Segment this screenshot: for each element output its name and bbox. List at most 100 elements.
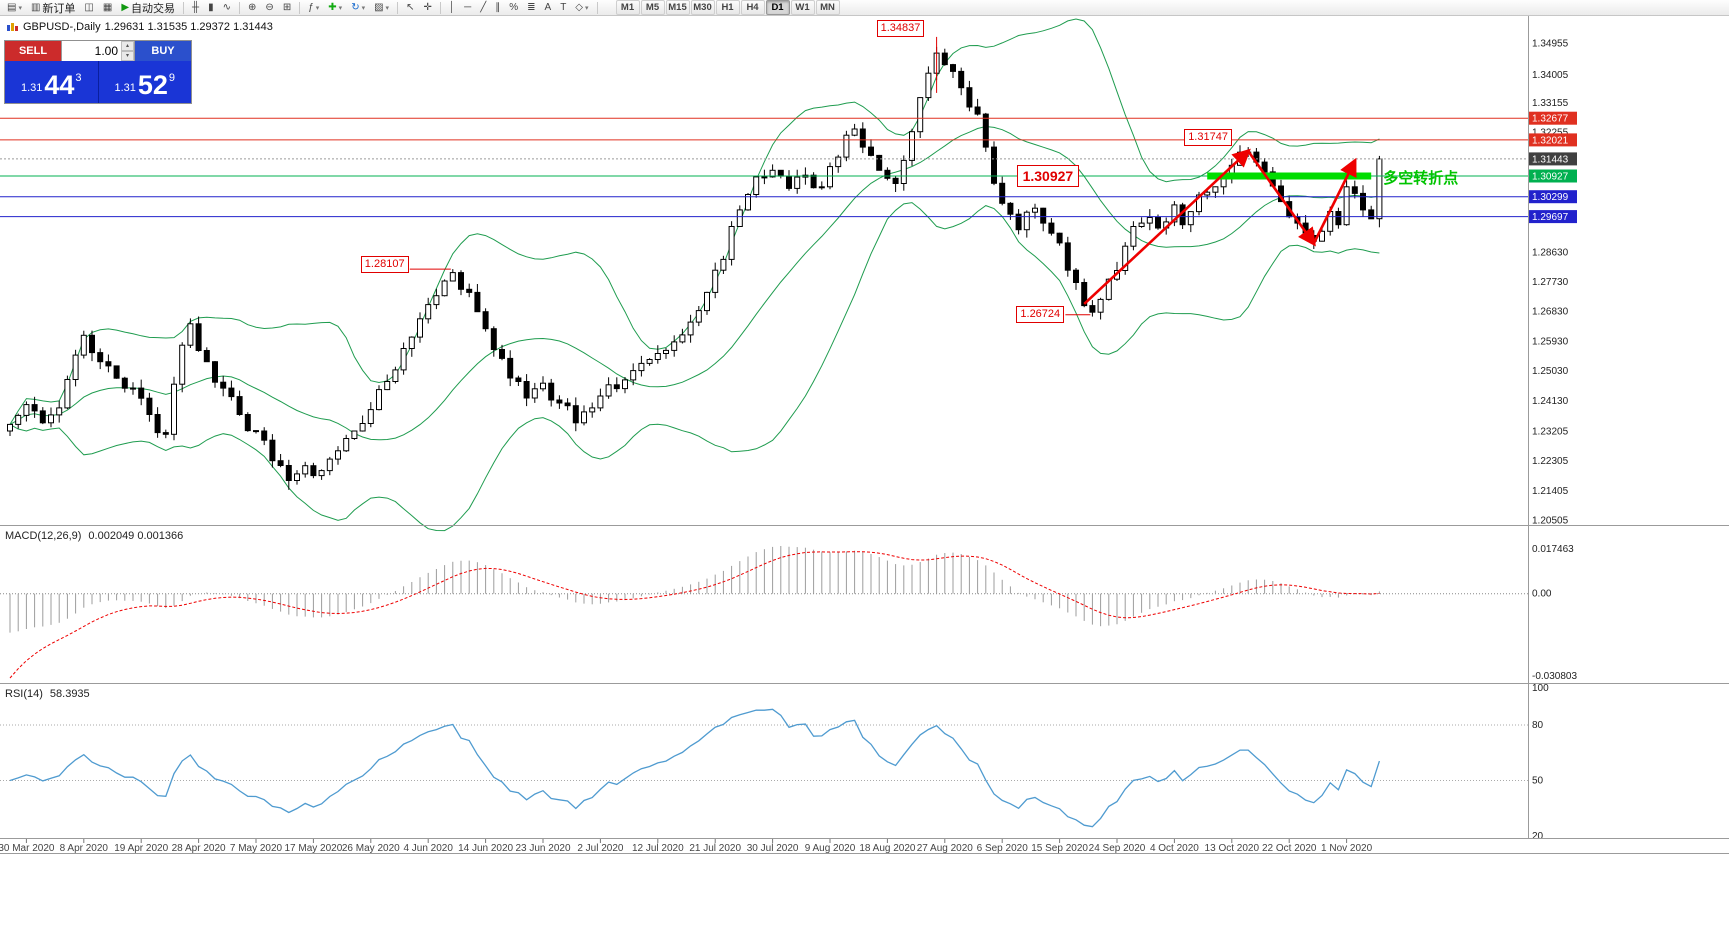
note-text[interactable]: 多空转折点 bbox=[1383, 170, 1459, 187]
svg-text:26 May 2020: 26 May 2020 bbox=[342, 843, 400, 854]
svg-text:30 Mar 2020: 30 Mar 2020 bbox=[0, 843, 55, 854]
price-annotation-1-28107[interactable]: 1.28107 bbox=[360, 256, 409, 274]
svg-text:-0.030803: -0.030803 bbox=[1532, 671, 1577, 682]
timeframe-mn-button[interactable]: MN bbox=[815, 0, 840, 15]
svg-text:1.21405: 1.21405 bbox=[1532, 486, 1569, 497]
arrows-tool-button[interactable]: ◇ ▾ bbox=[571, 0, 592, 16]
svg-text:7 May 2020: 7 May 2020 bbox=[230, 843, 283, 854]
buy-price-sup: 9 bbox=[168, 72, 176, 84]
svg-text:4 Oct 2020: 4 Oct 2020 bbox=[1150, 843, 1199, 854]
timeframe-d1-button[interactable]: D1 bbox=[765, 0, 790, 15]
new-order-button[interactable]: ▥ 新订单 bbox=[27, 0, 79, 16]
buy-price-big: 52 bbox=[137, 70, 168, 100]
price-annotation-1-31747[interactable]: 1.31747 bbox=[1184, 128, 1232, 146]
sell-price-display[interactable]: 1.31 44 3 bbox=[5, 61, 98, 103]
svg-text:1.32021: 1.32021 bbox=[1532, 135, 1569, 146]
chart-icon bbox=[7, 22, 18, 31]
buy-price-display[interactable]: 1.31 52 9 bbox=[97, 61, 192, 103]
horizontal-line-tool-button[interactable]: ─ bbox=[460, 0, 475, 16]
svg-text:4 Jun 2020: 4 Jun 2020 bbox=[403, 843, 453, 854]
volume-down-button[interactable]: ▾ bbox=[121, 51, 134, 61]
toolbar-separator bbox=[596, 1, 598, 14]
timeframe-w1-button[interactable]: W1 bbox=[790, 0, 815, 15]
svg-text:1.29697: 1.29697 bbox=[1532, 212, 1569, 223]
fibonacci-tool-button[interactable]: % bbox=[505, 0, 522, 16]
line-chart-type-button[interactable]: ∿ bbox=[219, 0, 235, 16]
svg-text:18 Aug 2020: 18 Aug 2020 bbox=[859, 843, 916, 854]
trend-arrows[interactable] bbox=[1083, 148, 1357, 305]
crosshair-button[interactable]: ✛ bbox=[419, 0, 435, 16]
svg-text:1.24130: 1.24130 bbox=[1532, 396, 1569, 407]
auto-trading-button[interactable]: ▶ 自动交易 bbox=[117, 0, 179, 16]
shapes-tool-button[interactable]: ≣ bbox=[523, 0, 539, 16]
price-annotation-1-34837[interactable]: 1.34837 bbox=[876, 19, 925, 37]
shapes-tool-icon: ≣ bbox=[527, 1, 536, 13]
svg-text:1.34955: 1.34955 bbox=[1532, 39, 1569, 50]
channel-tool-button[interactable]: ∥ bbox=[491, 0, 504, 16]
toolbar-separator bbox=[183, 1, 185, 14]
volume-box: 1.00 ▴ ▾ bbox=[61, 41, 135, 61]
timeframe-m5-button[interactable]: M5 bbox=[640, 0, 665, 15]
add-indicator-button[interactable]: ✚ ▾ bbox=[324, 0, 346, 16]
svg-text:13 Oct 2020: 13 Oct 2020 bbox=[1205, 843, 1260, 854]
text-tool-button[interactable]: A bbox=[541, 0, 556, 16]
auto-trading-icon: ▶ bbox=[121, 1, 130, 13]
zoom-in-button[interactable]: ⊕ bbox=[244, 0, 260, 16]
svg-text:0.017463: 0.017463 bbox=[1532, 544, 1574, 555]
date-axis[interactable]: 30 Mar 2020 8 Apr 2020 19 Apr 2020 28 Apr 2… bbox=[0, 839, 1373, 854]
chart-windows-icon: ◫ bbox=[84, 1, 94, 13]
data-window-button[interactable]: ▦ bbox=[99, 0, 116, 16]
svg-text:100: 100 bbox=[1532, 683, 1549, 694]
svg-text:27 Aug 2020: 27 Aug 2020 bbox=[917, 843, 974, 854]
timeframe-h4-button[interactable]: H4 bbox=[740, 0, 765, 15]
timeframe-h1-button[interactable]: H1 bbox=[715, 0, 740, 15]
buy-button[interactable]: BUY bbox=[135, 41, 191, 61]
svg-text:1.30299: 1.30299 bbox=[1532, 192, 1569, 203]
toolbar-separator bbox=[397, 1, 399, 14]
candlesticks bbox=[7, 46, 1383, 490]
volume-input[interactable]: 1.00 bbox=[94, 44, 118, 58]
templates-button[interactable]: ▨ ▾ bbox=[370, 0, 393, 16]
horizontal-price-lines[interactable] bbox=[0, 117, 1528, 218]
chart-windows-button[interactable]: ◫ bbox=[80, 0, 97, 16]
tile-windows-button[interactable]: ⊞ bbox=[279, 0, 295, 16]
svg-text:1.33155: 1.33155 bbox=[1532, 98, 1569, 109]
price-annotation-1-30927[interactable]: 1.30927 bbox=[1016, 165, 1080, 187]
refresh-button[interactable]: ↻ ▾ bbox=[347, 0, 369, 16]
charts-list-button[interactable]: ▤ ▾ bbox=[3, 0, 26, 16]
svg-text:21 Jul 2020: 21 Jul 2020 bbox=[689, 843, 741, 854]
tile-windows-icon: ⊞ bbox=[282, 1, 292, 13]
turning-point-highlight-bar[interactable] bbox=[1207, 172, 1372, 180]
price-annotation-1-26724[interactable]: 1.26724 bbox=[1016, 305, 1065, 323]
vertical-line-tool-button[interactable]: │ bbox=[445, 0, 459, 16]
timeframe-m15-button[interactable]: M15 bbox=[665, 0, 690, 15]
price-axis[interactable]: 1.34955 1.34005 1.33155 1.32255 1.28630 1.277… bbox=[1529, 39, 1577, 527]
bar-chart-type-button[interactable]: ╫ bbox=[188, 0, 203, 16]
svg-text:6 Sep 2020: 6 Sep 2020 bbox=[977, 843, 1029, 854]
svg-text:28 Apr 2020: 28 Apr 2020 bbox=[172, 843, 226, 854]
cursor-button[interactable]: ↖ bbox=[402, 0, 418, 16]
new-order-label: 新订单 bbox=[42, 2, 76, 15]
volume-up-button[interactable]: ▴ bbox=[121, 41, 134, 51]
arrows-tool-icon: ◇ bbox=[575, 1, 583, 13]
zoom-out-button[interactable]: ⊖ bbox=[261, 0, 277, 16]
svg-text:1.27730: 1.27730 bbox=[1532, 277, 1569, 288]
timeframe-m30-button[interactable]: M30 bbox=[690, 0, 715, 15]
channel-tool-icon: ∥ bbox=[495, 1, 501, 13]
timeframe-m1-button[interactable]: M1 bbox=[615, 0, 640, 15]
candlestick-chart-type-button[interactable]: ▮ bbox=[204, 0, 218, 16]
indicators-button[interactable]: ƒ ▾ bbox=[304, 0, 323, 16]
trendline-tool-icon: ╱ bbox=[480, 1, 487, 13]
label-tool-button[interactable]: T bbox=[556, 0, 570, 16]
svg-text:1.26830: 1.26830 bbox=[1532, 307, 1569, 318]
rsi-value: 58.3935 bbox=[49, 688, 90, 700]
add-indicator-dropdown-icon: ▾ bbox=[338, 4, 343, 12]
zoom-in-icon: ⊕ bbox=[248, 1, 257, 13]
svg-text:80: 80 bbox=[1532, 720, 1544, 731]
sell-button[interactable]: SELL bbox=[5, 41, 61, 61]
svg-text:2 Jul 2020: 2 Jul 2020 bbox=[577, 843, 624, 854]
trendline-tool-button[interactable]: ╱ bbox=[476, 0, 490, 16]
rsi-panel: 100 80 50 20 bbox=[0, 683, 1549, 842]
